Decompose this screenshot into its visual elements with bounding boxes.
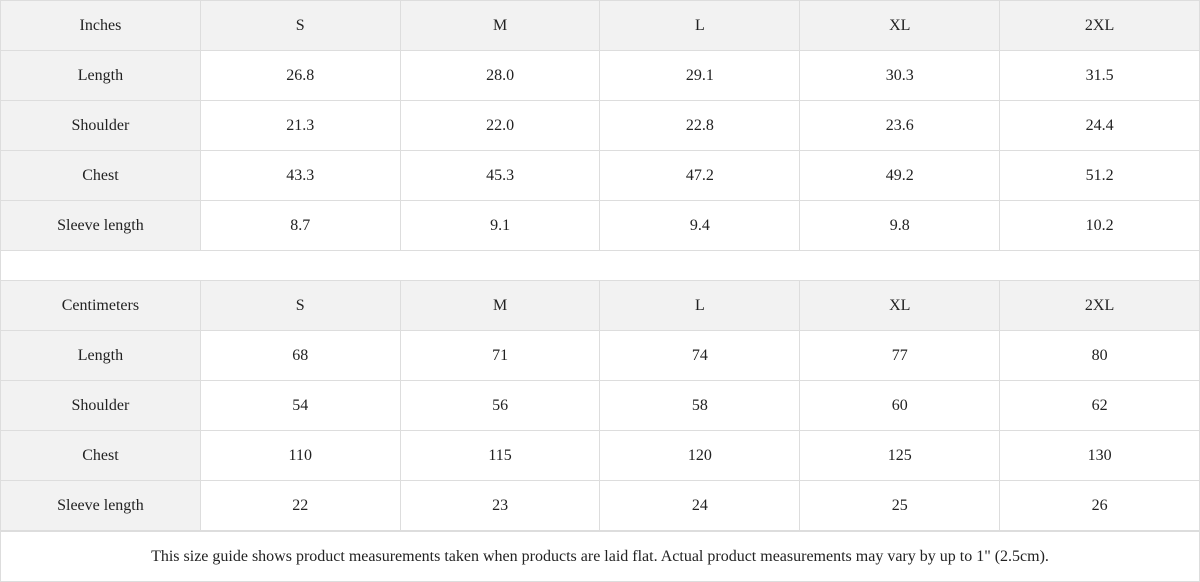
measurement-value: 125 [799, 430, 1001, 481]
measurement-value: 29.1 [599, 50, 801, 101]
measurement-value: 120 [599, 430, 801, 481]
measurement-value: 62 [999, 380, 1200, 431]
table-row: Chest 110 115 120 125 130 [0, 430, 1200, 481]
measurement-value: 71 [399, 330, 601, 381]
measurement-label: Length [0, 50, 201, 101]
measurement-label: Chest [0, 430, 201, 481]
measurement-label: Shoulder [0, 380, 201, 431]
table-row: Length 26.8 28.0 29.1 30.3 31.5 [0, 50, 1200, 101]
measurement-label: Shoulder [0, 100, 201, 151]
measurement-value: 51.2 [999, 150, 1200, 201]
measurement-label: Length [0, 330, 201, 381]
size-header: XL [799, 280, 1001, 331]
size-header: S [199, 280, 401, 331]
measurement-value: 80 [999, 330, 1200, 381]
measurement-value: 23 [399, 480, 601, 531]
measurement-value: 22.8 [599, 100, 801, 151]
measurement-value: 23.6 [799, 100, 1001, 151]
table-row: Sleeve length 22 23 24 25 26 [0, 480, 1200, 531]
size-header: 2XL [999, 280, 1200, 331]
size-header: L [599, 0, 801, 51]
measurement-value: 49.2 [799, 150, 1001, 201]
size-header: M [399, 280, 601, 331]
measurement-value: 22 [199, 480, 401, 531]
measurement-value: 8.7 [199, 200, 401, 251]
measurement-value: 60 [799, 380, 1001, 431]
size-header: L [599, 280, 801, 331]
size-header: S [199, 0, 401, 51]
measurement-value: 28.0 [399, 50, 601, 101]
measurement-value: 115 [399, 430, 601, 481]
measurement-value: 21.3 [199, 100, 401, 151]
measurement-value: 22.0 [399, 100, 601, 151]
header-row: Inches S M L XL 2XL [0, 0, 1200, 51]
unit-header: Inches [0, 0, 201, 51]
measurement-value: 9.1 [399, 200, 601, 251]
measurement-value: 31.5 [999, 50, 1200, 101]
table-row: Sleeve length 8.7 9.1 9.4 9.8 10.2 [0, 200, 1200, 251]
measurement-label: Sleeve length [0, 200, 201, 251]
size-header: M [399, 0, 601, 51]
measurement-value: 74 [599, 330, 801, 381]
measurement-value: 25 [799, 480, 1001, 531]
table-row: Shoulder 21.3 22.0 22.8 23.6 24.4 [0, 100, 1200, 151]
measurement-value: 10.2 [999, 200, 1200, 251]
measurement-value: 58 [599, 380, 801, 431]
measurement-value: 26.8 [199, 50, 401, 101]
measurement-value: 43.3 [199, 150, 401, 201]
measurement-value: 30.3 [799, 50, 1001, 101]
measurement-value: 110 [199, 430, 401, 481]
unit-header: Centimeters [0, 280, 201, 331]
measurement-value: 45.3 [399, 150, 601, 201]
size-table-centimeters: Centimeters S M L XL 2XL Length 68 71 74 77 80 Shoul… [0, 280, 1200, 531]
measurement-value: 54 [199, 380, 401, 431]
size-header: XL [799, 0, 1001, 51]
measurement-value: 9.4 [599, 200, 801, 251]
table-row: Chest 43.3 45.3 47.2 49.2 51.2 [0, 150, 1200, 201]
measurement-value: 130 [999, 430, 1200, 481]
measurement-value: 24.4 [999, 100, 1200, 151]
table-row: Shoulder 54 56 58 60 62 [0, 380, 1200, 431]
table-row: Length 68 71 74 77 80 [0, 330, 1200, 381]
size-table-inches: Inches S M L XL 2XL Length 26.8 28.0 29.1 30.3 31.5… [0, 0, 1200, 251]
measurement-label: Chest [0, 150, 201, 201]
header-row: Centimeters S M L XL 2XL [0, 280, 1200, 331]
size-header: 2XL [999, 0, 1200, 51]
measurement-value: 9.8 [799, 200, 1001, 251]
measurement-value: 56 [399, 380, 601, 431]
measurement-value: 47.2 [599, 150, 801, 201]
measurement-value: 26 [999, 480, 1200, 531]
measurement-value: 77 [799, 330, 1001, 381]
measurement-value: 68 [199, 330, 401, 381]
size-guide-footnote: This size guide shows product measuremen… [0, 531, 1200, 582]
table-spacer [0, 251, 1200, 280]
measurement-value: 24 [599, 480, 801, 531]
measurement-label: Sleeve length [0, 480, 201, 531]
